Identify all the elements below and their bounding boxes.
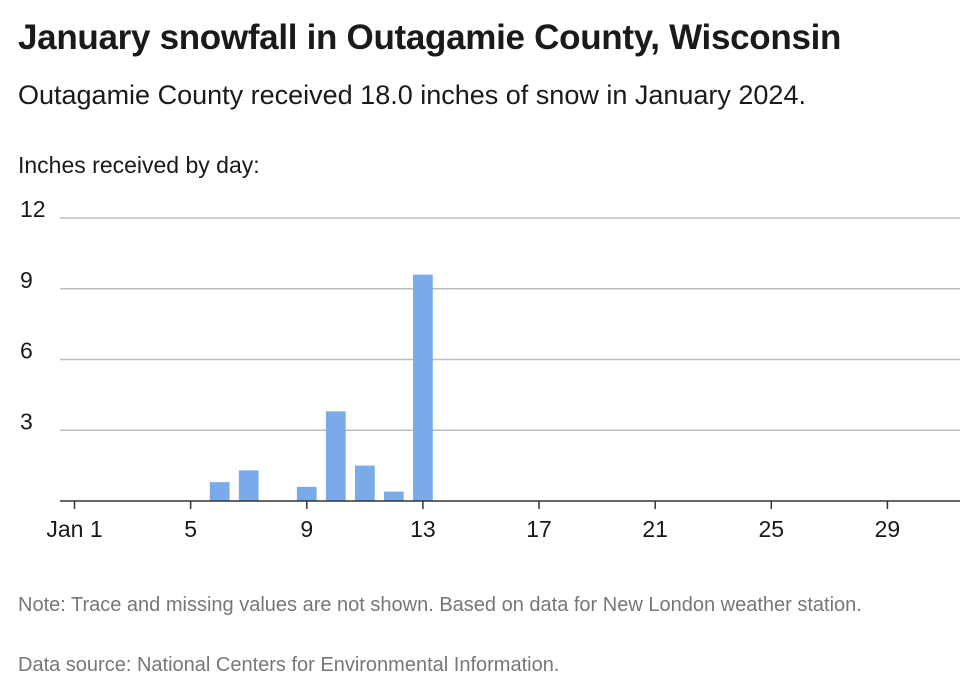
bar-day-11 bbox=[354, 465, 375, 501]
bar-day-6 bbox=[209, 482, 230, 501]
chart-subtitle: Outagamie County received 18.0 inches of… bbox=[18, 80, 806, 110]
x-tick-label: 13 bbox=[410, 516, 436, 542]
chart-note: Note: Trace and missing values are not s… bbox=[18, 594, 862, 616]
x-tick-label: 17 bbox=[526, 516, 552, 542]
y-axis-label: Inches received by day: bbox=[18, 152, 260, 178]
bar-day-12 bbox=[384, 491, 404, 501]
y-tick-label: 6 bbox=[20, 338, 33, 364]
x-tick-label: 9 bbox=[300, 516, 313, 542]
x-axis bbox=[60, 500, 960, 509]
snowfall-bar-chart: 3 6 9 12 Jan 1 5 9 13 17 21 25 29 bbox=[20, 196, 960, 542]
y-tick-label: 12 bbox=[20, 196, 46, 222]
data-source: Data source: National Centers for Enviro… bbox=[18, 654, 560, 676]
x-tick-label: 21 bbox=[642, 516, 668, 542]
x-tick-label: 5 bbox=[184, 516, 197, 542]
bar-day-10 bbox=[325, 411, 346, 501]
x-tick-label: Jan 1 bbox=[46, 516, 102, 542]
gridlines bbox=[60, 217, 960, 431]
bar-day-9 bbox=[296, 486, 317, 501]
y-tick-labels: 3 6 9 12 bbox=[20, 196, 46, 434]
x-tick-label: 25 bbox=[758, 516, 784, 542]
bar-day-13 bbox=[413, 274, 433, 501]
x-tick-label: 29 bbox=[875, 516, 901, 542]
x-tick-labels: Jan 1 5 9 13 17 21 25 29 bbox=[46, 516, 900, 542]
y-tick-label: 9 bbox=[20, 267, 33, 293]
bar-day-7 bbox=[238, 470, 259, 501]
bars bbox=[209, 274, 433, 501]
y-tick-label: 3 bbox=[20, 408, 33, 434]
chart-title: January snowfall in Outagamie County, Wi… bbox=[18, 18, 842, 57]
